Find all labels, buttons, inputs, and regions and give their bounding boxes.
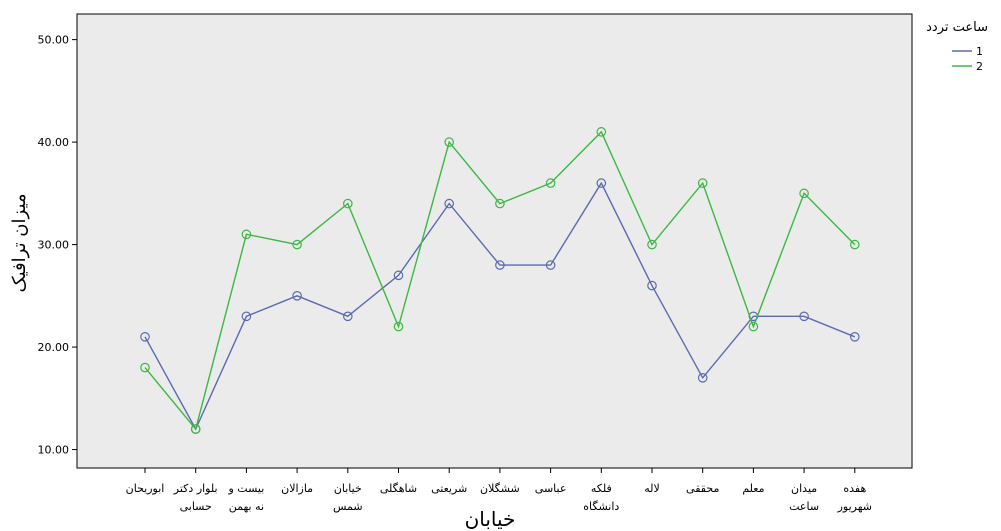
- x-tick-label-line: محققی: [686, 482, 719, 495]
- data-point: [697, 178, 708, 188]
- legend-label: 2: [976, 60, 983, 73]
- x-tick-label: هفده شهریور: [837, 482, 872, 513]
- x-tick-label-line: فلکه: [591, 482, 612, 495]
- data-point: [799, 311, 809, 322]
- data-point: [241, 229, 252, 240]
- x-tick-label: عباسی: [535, 482, 567, 495]
- x-tick-label: معلم: [742, 482, 764, 495]
- plot-area: [76, 13, 913, 469]
- x-tick-label: خیابان شمس: [333, 482, 363, 513]
- x-tick-label-line: خیابان: [334, 482, 362, 495]
- x-tick-label-line: بیست و: [227, 482, 264, 495]
- data-point: [444, 198, 454, 209]
- x-axis-title: خیابان: [465, 507, 516, 531]
- series-layer: [140, 127, 860, 434]
- x-tick-label-line: دانشگاه: [583, 500, 619, 513]
- x-tick-label: محققی: [686, 482, 719, 495]
- x-tick-label-line: شریعتی: [431, 482, 467, 495]
- data-point: [444, 137, 454, 147]
- x-tick-label-line: معلم: [742, 482, 764, 495]
- data-point: [748, 321, 759, 332]
- data-point: [799, 188, 809, 199]
- x-tick-label: شریعتی: [431, 482, 467, 495]
- x-tick-label: میدان ساعت: [789, 482, 819, 513]
- data-point: [292, 291, 302, 301]
- x-tick-label: شاهگلی: [380, 482, 417, 495]
- y-tick-label: 50.00: [38, 34, 70, 47]
- x-axis: ابوریحان بلوار دکتر حسابی بیست و نه بهمن مازا…: [126, 468, 872, 513]
- x-tick-label-line: ابوریحان: [126, 482, 165, 495]
- data-point: [596, 178, 607, 188]
- x-tick-label: ابوریحان: [126, 482, 165, 495]
- x-tick-label-line: لاله: [644, 482, 660, 495]
- data-point: [697, 373, 708, 383]
- series-2: [140, 127, 860, 434]
- data-point: [140, 332, 150, 342]
- y-tick-label: 20.00: [38, 341, 70, 354]
- data-point: [393, 321, 404, 332]
- data-point: [495, 198, 505, 209]
- data-point: [190, 424, 201, 434]
- data-point: [393, 270, 404, 281]
- y-axis: 10.00 20.00 30.00 40.00 50.00: [38, 34, 77, 457]
- x-tick-label-line: حسابی: [180, 500, 212, 513]
- x-tick-label: مازالان: [281, 482, 313, 495]
- y-tick-label: 40.00: [38, 136, 70, 149]
- x-tick-label-line: بلوار دکتر: [173, 482, 218, 495]
- x-tick-label-line: میدان: [791, 482, 817, 495]
- x-tick-label: فلکه دانشگاه: [583, 482, 619, 513]
- series-line: [144, 181, 856, 431]
- data-point: [849, 239, 860, 250]
- data-point: [342, 311, 353, 322]
- x-tick-label-line: شهریور: [837, 500, 872, 513]
- data-point: [342, 198, 353, 209]
- data-point: [647, 239, 657, 250]
- series-line: [144, 130, 856, 431]
- y-tick-label: 10.00: [38, 444, 70, 457]
- data-point: [241, 311, 252, 322]
- x-tick-label-line: مازالان: [281, 482, 313, 495]
- data-point: [140, 362, 150, 373]
- x-tick-label-line: عباسی: [535, 482, 567, 495]
- x-tick-label: بلوار دکتر حسابی: [173, 482, 218, 513]
- legend: ساعت تردد 1 2: [926, 20, 988, 73]
- x-tick-label: لاله: [644, 482, 660, 495]
- x-tick-label: ششگلان: [480, 482, 520, 495]
- y-tick-label: 30.00: [38, 239, 70, 252]
- data-point: [292, 239, 302, 250]
- data-point: [545, 178, 556, 188]
- y-axis-title: میزان ترافیک: [9, 193, 30, 292]
- legend-title: ساعت تردد: [926, 20, 988, 35]
- x-tick-label-line: هفده: [843, 482, 866, 495]
- x-tick-label-line: ششگلان: [480, 482, 520, 495]
- data-point: [545, 260, 556, 270]
- x-tick-label-line: شاهگلی: [380, 482, 417, 495]
- x-tick-label-line: ساعت: [789, 500, 819, 513]
- x-tick-label-line: شمس: [333, 500, 363, 513]
- data-point: [647, 280, 657, 291]
- x-tick-label: بیست و نه بهمن: [227, 482, 264, 513]
- data-point: [596, 127, 607, 137]
- data-point: [849, 332, 860, 342]
- data-point: [495, 260, 505, 270]
- legend-label: 1: [976, 45, 983, 58]
- x-tick-label-line: نه بهمن: [229, 500, 264, 513]
